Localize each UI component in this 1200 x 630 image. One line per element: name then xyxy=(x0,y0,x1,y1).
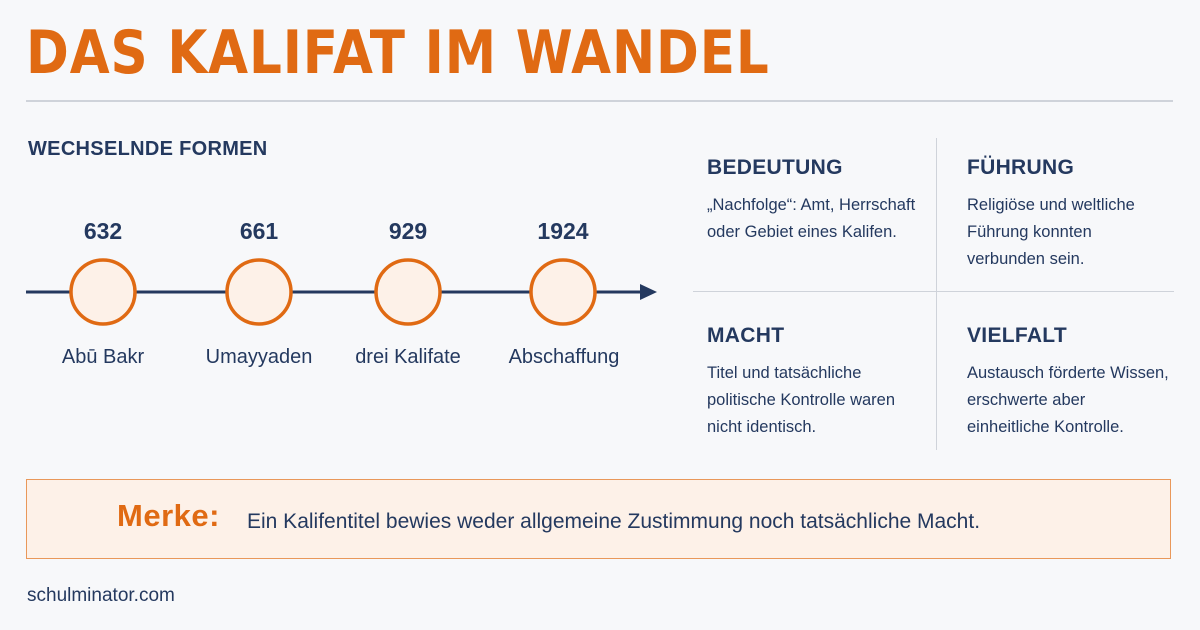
card-title: MACHT xyxy=(707,324,785,347)
card-fuehrung: FÜHRUNG Religiöse und weltliche Führung … xyxy=(967,156,1182,273)
timeline-year-1: 632 xyxy=(83,218,123,244)
page-title: DAS KALIFAT IM WANDEL xyxy=(26,18,770,88)
card-vielfalt: VIELFALT Austausch förderte Wissen, ersc… xyxy=(967,324,1182,441)
card-title: VIELFALT xyxy=(967,324,1068,347)
card-bedeutung: BEDEUTUNG „Nachfolge“: Amt, Herrschaft o… xyxy=(707,156,922,246)
card-text: Titel und tatsächliche politische Kontro… xyxy=(707,364,896,436)
timeline-year-4: 1924 xyxy=(537,218,589,244)
merke-label: Merke: xyxy=(117,498,220,533)
timeline-event-3: drei Kalifate xyxy=(355,346,461,368)
timeline: 632 661 929 1924 Abū Bakr Umayyaden drei… xyxy=(0,200,680,390)
timeline-year-2: 661 xyxy=(239,218,279,244)
card-text: „Nachfolge“: Amt, Herrschaft oder Gebiet… xyxy=(707,196,916,241)
timeline-event-2: Umayyaden xyxy=(205,346,313,368)
timeline-year-3: 929 xyxy=(388,218,428,244)
footer-site: schulminator.com xyxy=(27,585,175,606)
title-divider xyxy=(26,100,1173,102)
merke-box: Merke: Ein Kalifentitel bewies weder all… xyxy=(26,479,1171,559)
grid-horizontal-divider xyxy=(693,291,1174,292)
timeline-node-4 xyxy=(529,258,597,326)
timeline-event-4: Abschaffung xyxy=(508,346,620,368)
timeline-heading: WECHSELNDE FORMEN xyxy=(28,138,268,160)
grid-vertical-divider xyxy=(936,138,937,450)
card-macht: MACHT Titel und tatsächliche politische … xyxy=(707,324,922,441)
timeline-node-2 xyxy=(225,258,293,326)
timeline-node-1 xyxy=(69,258,137,326)
timeline-node-3 xyxy=(374,258,442,326)
timeline-graphic xyxy=(26,258,657,326)
timeline-arrowhead xyxy=(640,284,657,300)
card-text: Religiöse und weltliche Führung konnten … xyxy=(967,196,1135,268)
merke-text: Ein Kalifentitel bewies weder allgemeine… xyxy=(247,510,981,533)
card-title: BEDEUTUNG xyxy=(707,156,843,179)
info-grid: BEDEUTUNG „Nachfolge“: Amt, Herrschaft o… xyxy=(693,138,1174,450)
timeline-event-1: Abū Bakr xyxy=(61,346,145,368)
card-title: FÜHRUNG xyxy=(967,156,1075,179)
card-text: Austausch förderte Wissen, erschwerte ab… xyxy=(967,364,1169,436)
